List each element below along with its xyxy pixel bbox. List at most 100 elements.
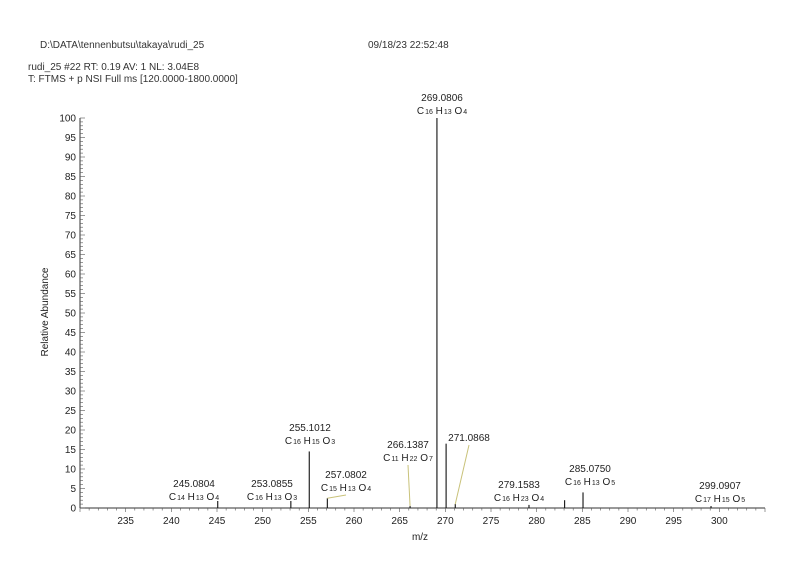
peak-formula-label: C16 H13 O5 xyxy=(565,477,615,488)
formula-count: 15 xyxy=(312,439,320,446)
formula-count: 15 xyxy=(329,486,337,493)
formula-element: C xyxy=(169,492,176,503)
formula-element: C xyxy=(417,106,424,117)
y-tick-label: 50 xyxy=(65,309,77,320)
formula-count: 16 xyxy=(425,109,433,116)
peak-mz-label: 269.0806 xyxy=(421,93,463,104)
x-tick-label: 245 xyxy=(209,516,226,527)
formula-element: O xyxy=(322,436,330,447)
formula-count: 16 xyxy=(293,439,301,446)
scan-info: rudi_25 #22 RT: 0.19 AV: 1 NL: 3.04E8 xyxy=(28,62,200,73)
formula-count: 4 xyxy=(367,486,371,493)
peak-mz-label: 253.0855 xyxy=(251,479,293,490)
y-tick-label: 90 xyxy=(65,153,77,164)
formula-count: 5 xyxy=(741,497,745,504)
x-tick-label: 290 xyxy=(620,516,637,527)
y-tick-label: 65 xyxy=(65,250,77,261)
y-axis-label: Relative Abundance xyxy=(40,267,51,356)
formula-element: O xyxy=(454,106,462,117)
formula-count: 16 xyxy=(502,496,510,503)
x-tick-label: 265 xyxy=(391,516,408,527)
y-tick-label: 30 xyxy=(65,387,77,398)
formula-count: 16 xyxy=(573,480,581,487)
formula-element: H xyxy=(513,493,520,504)
x-tick-label: 235 xyxy=(117,516,134,527)
y-tick-label: 60 xyxy=(65,270,77,281)
formula-count: 13 xyxy=(196,495,204,502)
formula-count: 16 xyxy=(255,495,263,502)
y-tick-label: 20 xyxy=(65,426,77,437)
formula-element: O xyxy=(284,492,292,503)
formula-count: 4 xyxy=(215,495,219,502)
peak-mz-label: 266.1387 xyxy=(387,440,429,451)
y-tick-label: 25 xyxy=(65,406,77,417)
peak-label-leader xyxy=(454,444,470,505)
formula-element: O xyxy=(358,483,366,494)
scan-filter: T: FTMS + p NSI Full ms [120.0000-1800.0… xyxy=(28,74,238,85)
formula-count: 7 xyxy=(429,456,433,463)
y-tick-label: 15 xyxy=(65,445,77,456)
formula-count: 13 xyxy=(274,495,282,502)
y-tick-label: 10 xyxy=(65,465,77,476)
formula-element: C xyxy=(494,493,501,504)
y-tick-label: 80 xyxy=(65,192,77,203)
x-tick-label: 270 xyxy=(437,516,454,527)
formula-count: 23 xyxy=(521,496,529,503)
y-tick-label: 40 xyxy=(65,348,77,359)
formula-element: O xyxy=(602,477,610,488)
y-tick-label: 100 xyxy=(59,114,76,125)
peak-formula-label: C15 H13 O4 xyxy=(321,483,371,494)
formula-element: C xyxy=(565,477,572,488)
formula-element: O xyxy=(531,493,539,504)
formula-count: 13 xyxy=(592,480,600,487)
x-tick-label: 300 xyxy=(711,516,728,527)
formula-element: H xyxy=(266,492,273,503)
formula-element: H xyxy=(340,483,347,494)
y-tick-label: 0 xyxy=(70,504,76,515)
peak-formula-label: C16 H23 O4 xyxy=(494,493,544,504)
formula-count: 14 xyxy=(177,495,185,502)
x-tick-label: 260 xyxy=(346,516,363,527)
formula-count: 11 xyxy=(391,456,398,463)
formula-element: H xyxy=(188,492,195,503)
formula-count: 3 xyxy=(293,495,297,502)
formula-count: 17 xyxy=(703,497,711,504)
formula-count: 22 xyxy=(410,456,418,463)
y-tick-label: 70 xyxy=(65,231,77,242)
formula-count: 13 xyxy=(444,109,452,116)
peak-mz-label: 285.0750 xyxy=(569,464,611,475)
formula-count: 13 xyxy=(348,486,356,493)
acquisition-datetime: 09/18/23 22:52:48 xyxy=(368,40,449,51)
x-tick-label: 285 xyxy=(574,516,591,527)
x-tick-label: 250 xyxy=(254,516,271,527)
y-tick-label: 5 xyxy=(70,484,76,495)
formula-element: C xyxy=(695,494,702,505)
peak-formula-label: C16 H13 O3 xyxy=(247,492,297,503)
peak-mz-label: 279.1583 xyxy=(498,480,540,491)
x-tick-label: 275 xyxy=(483,516,500,527)
x-axis-label: m/z xyxy=(412,532,428,543)
y-tick-label: 75 xyxy=(65,211,77,222)
peak-formula-label: C17 H15 O5 xyxy=(695,494,745,505)
formula-count: 4 xyxy=(540,496,544,503)
y-tick-label: 95 xyxy=(65,133,77,144)
y-tick-label: 85 xyxy=(65,172,77,183)
formula-element: C xyxy=(247,492,254,503)
peak-formula-label: C11 H22 O7 xyxy=(383,453,433,464)
formula-count: 15 xyxy=(722,497,730,504)
formula-element: H xyxy=(436,106,443,117)
formula-count: 4 xyxy=(463,109,467,116)
x-tick-label: 295 xyxy=(665,516,682,527)
peak-formula-label: C16 H15 O3 xyxy=(285,436,335,447)
formula-element: H xyxy=(304,436,311,447)
x-tick-label: 280 xyxy=(528,516,545,527)
peak-label-leader xyxy=(407,464,411,507)
y-tick-label: 35 xyxy=(65,367,77,378)
peak-mz-label: 257.0802 xyxy=(325,470,367,481)
formula-element: C xyxy=(321,483,328,494)
peak-formula-label: C16 H13 O4 xyxy=(417,106,467,117)
formula-element: H xyxy=(584,477,591,488)
formula-count: 3 xyxy=(331,439,335,446)
formula-count: 5 xyxy=(611,480,615,487)
